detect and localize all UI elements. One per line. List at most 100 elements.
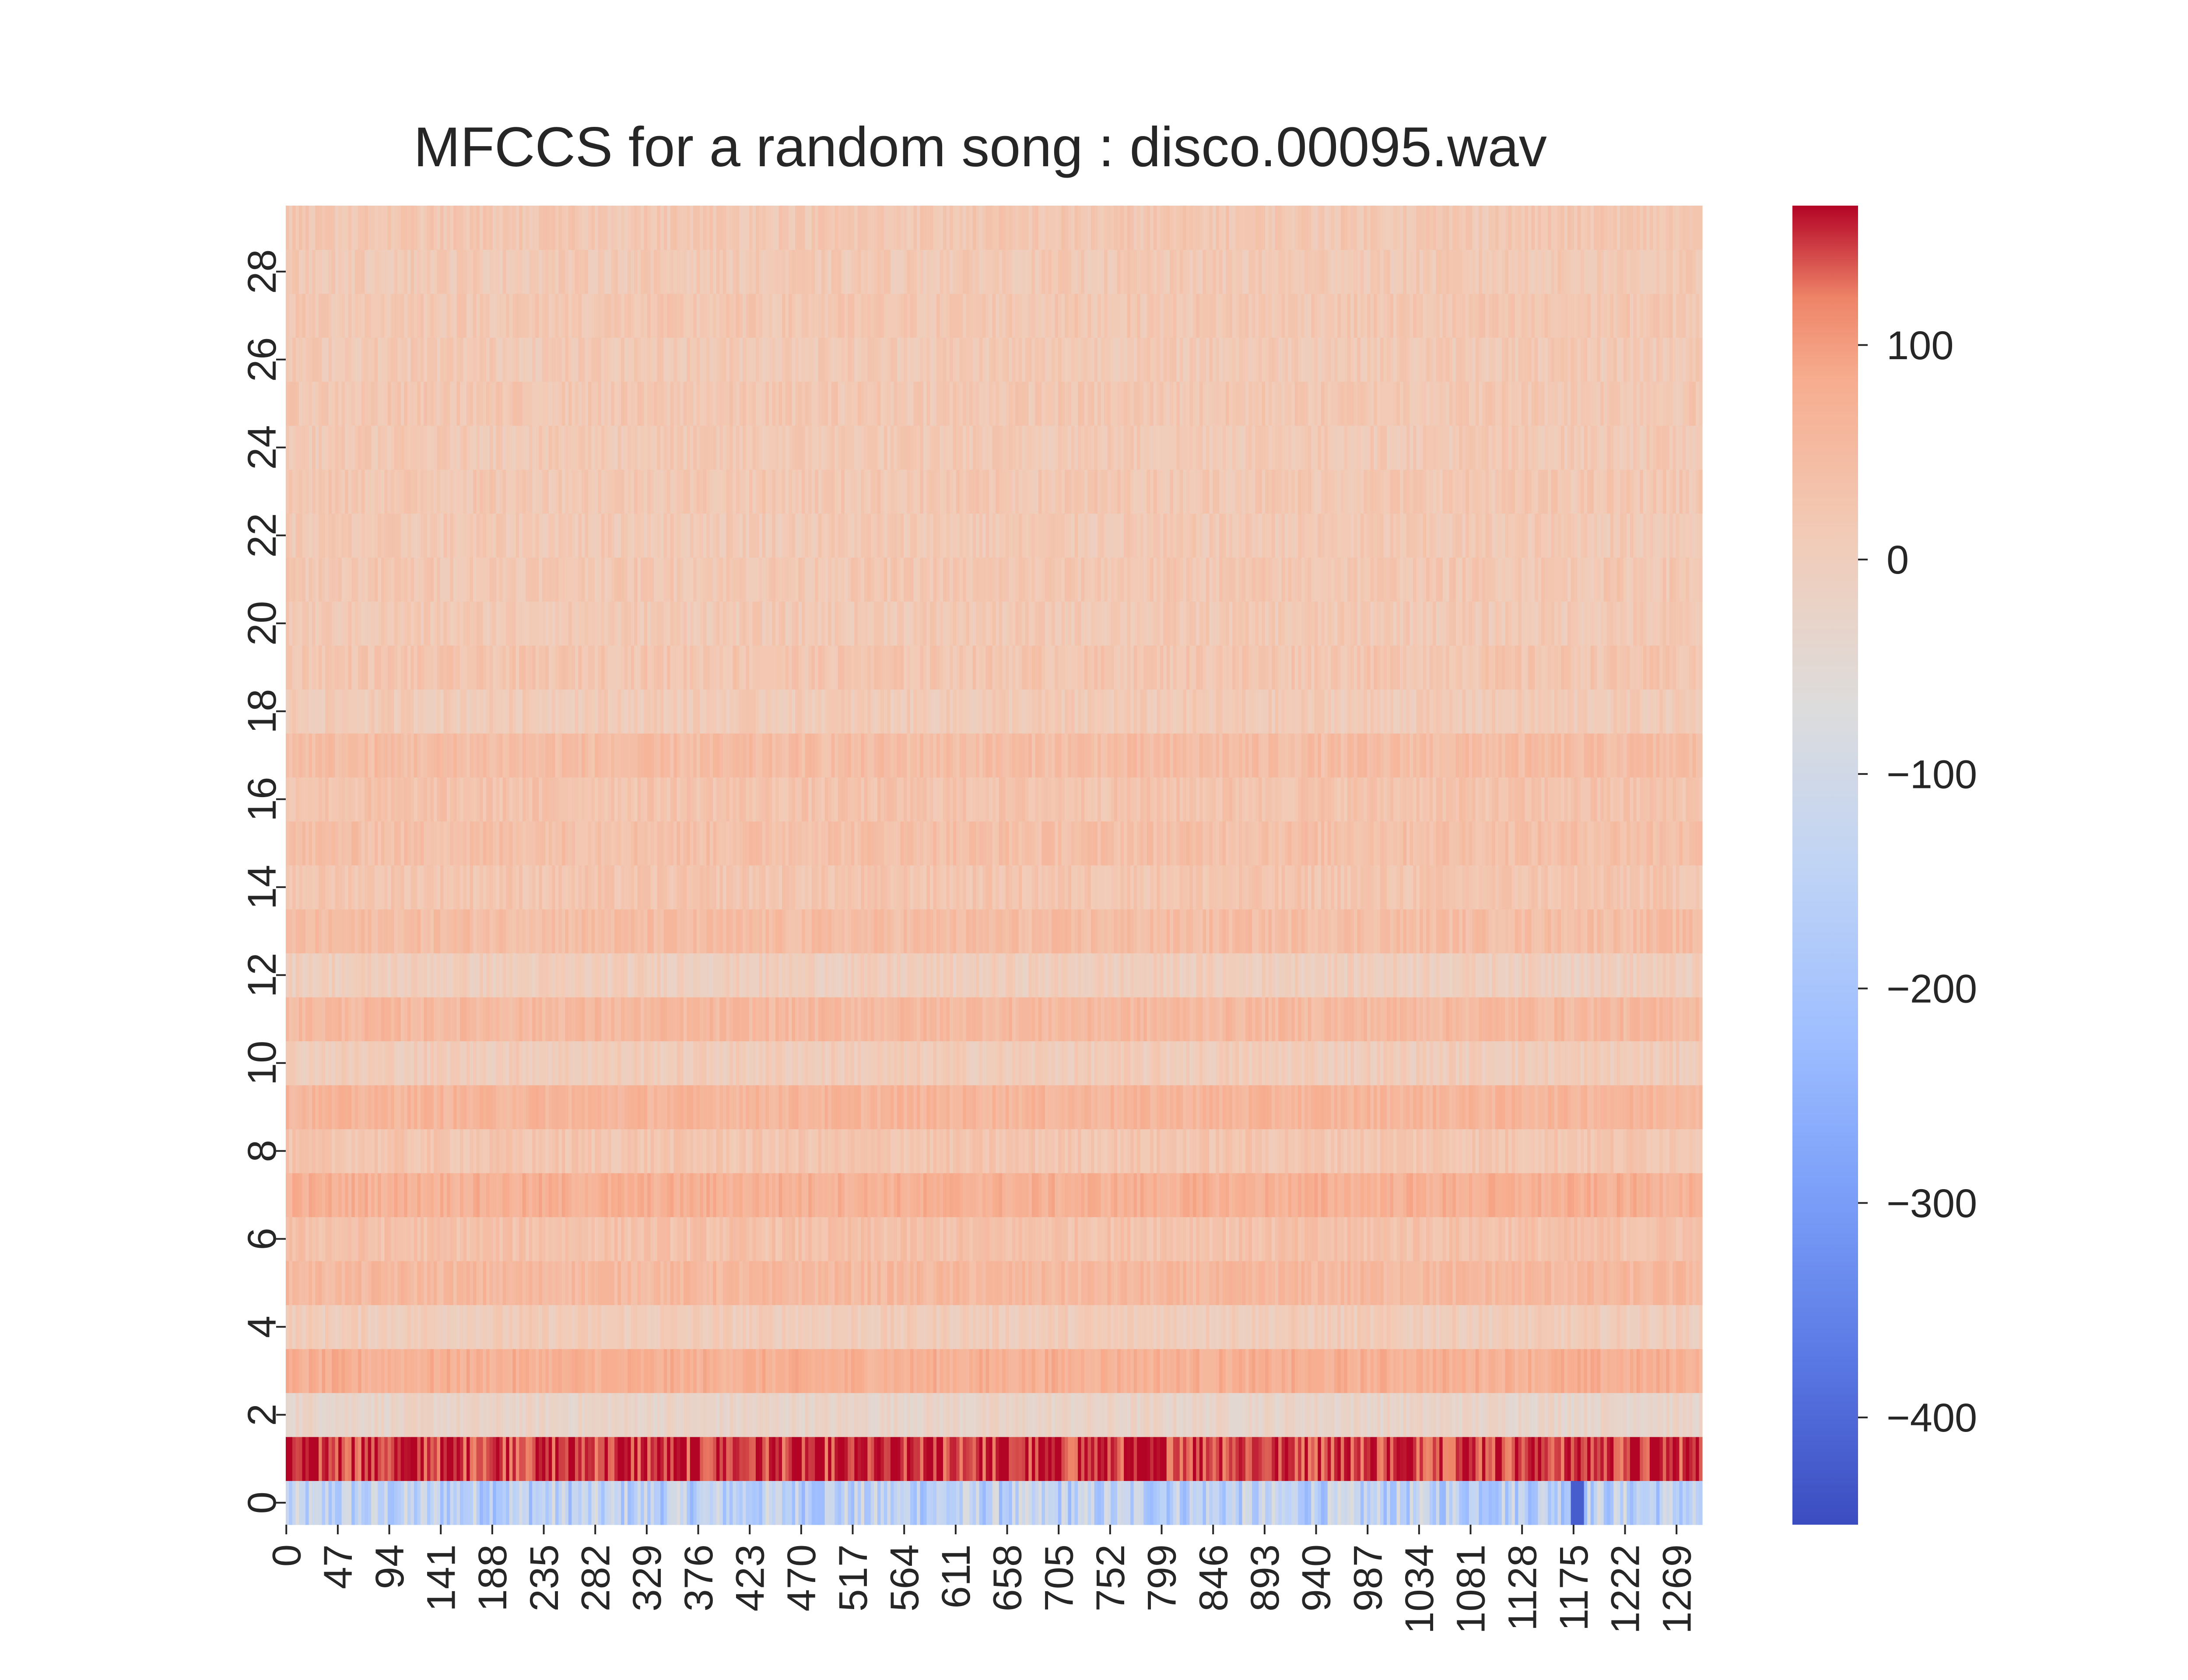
heatmap-cell [923, 1173, 927, 1218]
heatmap-cell [552, 1349, 556, 1393]
heatmap-cell [894, 1349, 898, 1393]
heatmap-cell [289, 1261, 293, 1306]
heatmap-cell [654, 997, 658, 1042]
heatmap-cell [861, 1480, 865, 1525]
heatmap-cell [335, 1349, 339, 1393]
heatmap-cell [493, 1217, 497, 1261]
heatmap-cell [315, 1173, 319, 1218]
heatmap-cell [1005, 1173, 1009, 1218]
heatmap-cell [752, 1393, 756, 1437]
heatmap-cell [890, 1041, 894, 1085]
heatmap-cell [933, 1041, 937, 1085]
heatmap-cell [1423, 1437, 1427, 1481]
heatmap-cell [332, 1349, 336, 1393]
heatmap-cell [1098, 1261, 1101, 1306]
heatmap-cell [1393, 1129, 1397, 1173]
heatmap-cell [1567, 1129, 1571, 1173]
heatmap-cell [496, 1437, 500, 1481]
heatmap-cell [785, 1437, 789, 1481]
heatmap-cell [1281, 1393, 1285, 1437]
heatmap-cell [480, 1261, 484, 1306]
heatmap-cell [378, 1437, 382, 1481]
heatmap-cell [1353, 1437, 1357, 1481]
heatmap-cell [719, 1261, 723, 1306]
heatmap-cell [1111, 1305, 1115, 1349]
heatmap-cell [795, 1129, 799, 1173]
heatmap-cell [782, 997, 786, 1042]
heatmap-cell [1627, 1349, 1630, 1393]
heatmap-cell [795, 1085, 799, 1130]
heatmap-cell [992, 1261, 996, 1306]
heatmap-cell [1466, 1305, 1469, 1349]
heatmap-cell [378, 1261, 382, 1306]
heatmap-cell [802, 1480, 806, 1525]
heatmap-cell [719, 1437, 723, 1481]
heatmap-cell [765, 1437, 769, 1481]
heatmap-cell [598, 1437, 602, 1481]
heatmap-cell [884, 1173, 888, 1218]
heatmap-cell [545, 1217, 549, 1261]
heatmap-cell [1640, 1349, 1644, 1393]
heatmap-cell [762, 1305, 766, 1349]
heatmap-cell [1199, 1261, 1203, 1306]
heatmap-cell [1587, 1393, 1591, 1437]
heatmap-cell [1551, 1041, 1555, 1085]
heatmap-cell [877, 1129, 881, 1173]
heatmap-cell [959, 1085, 963, 1130]
heatmap-cell [841, 1349, 845, 1393]
heatmap-cell [575, 997, 579, 1042]
heatmap-cell [1216, 1305, 1220, 1349]
heatmap-cell [1505, 1129, 1509, 1173]
heatmap-cell [1294, 1173, 1298, 1218]
heatmap-cell [700, 1085, 704, 1130]
heatmap-cell [470, 1305, 473, 1349]
heatmap-cell [716, 997, 720, 1042]
heatmap-cell [1308, 1217, 1311, 1261]
heatmap-cell [368, 1041, 372, 1085]
heatmap-cell [759, 1173, 763, 1218]
heatmap-cell [989, 1437, 993, 1481]
heatmap-cell [1252, 1480, 1256, 1525]
heatmap-cell [759, 1261, 763, 1306]
heatmap-cell [805, 1173, 809, 1218]
heatmap-cell [407, 1349, 411, 1393]
heatmap-cell [634, 1393, 638, 1437]
heatmap-cell [302, 997, 306, 1042]
heatmap-cell [1111, 1041, 1115, 1085]
heatmap-cell [647, 1437, 651, 1481]
heatmap-cell [624, 1261, 628, 1306]
heatmap-cell [1022, 1217, 1026, 1261]
heatmap-cell [328, 1305, 332, 1349]
heatmap-cell [953, 1129, 957, 1173]
heatmap-cell [985, 1480, 989, 1525]
heatmap-cell [1377, 1393, 1381, 1437]
heatmap-cell [1235, 1480, 1239, 1525]
heatmap-cell [946, 1041, 950, 1085]
heatmap-cell [1410, 1129, 1413, 1173]
heatmap-cell [851, 1085, 855, 1130]
heatmap-cell [299, 1085, 303, 1130]
heatmap-cell [1423, 1261, 1427, 1306]
heatmap-cell [1669, 1085, 1673, 1130]
heatmap-cell [424, 1437, 428, 1481]
heatmap-cell [811, 1129, 815, 1173]
heatmap-cell [1015, 1085, 1019, 1130]
heatmap-cell [1018, 1261, 1022, 1306]
heatmap-cell [1610, 1437, 1614, 1481]
heatmap-cell [1676, 1305, 1680, 1349]
heatmap-cell [1255, 1217, 1259, 1261]
heatmap-cell [903, 997, 908, 1042]
heatmap-cell [345, 1437, 349, 1481]
heatmap-cell [815, 1305, 819, 1349]
heatmap-cell [1321, 1393, 1325, 1437]
heatmap-cell [539, 1305, 543, 1349]
heatmap-cell [1436, 1393, 1440, 1437]
heatmap-cell [828, 1349, 832, 1393]
heatmap-cell [1166, 1480, 1170, 1525]
heatmap-cell [670, 1305, 674, 1349]
heatmap-cell [292, 1217, 296, 1261]
heatmap-cell [1344, 1261, 1348, 1306]
heatmap-cell [1669, 1437, 1673, 1481]
heatmap-cell [1416, 1217, 1420, 1261]
heatmap-cell [1061, 997, 1065, 1042]
